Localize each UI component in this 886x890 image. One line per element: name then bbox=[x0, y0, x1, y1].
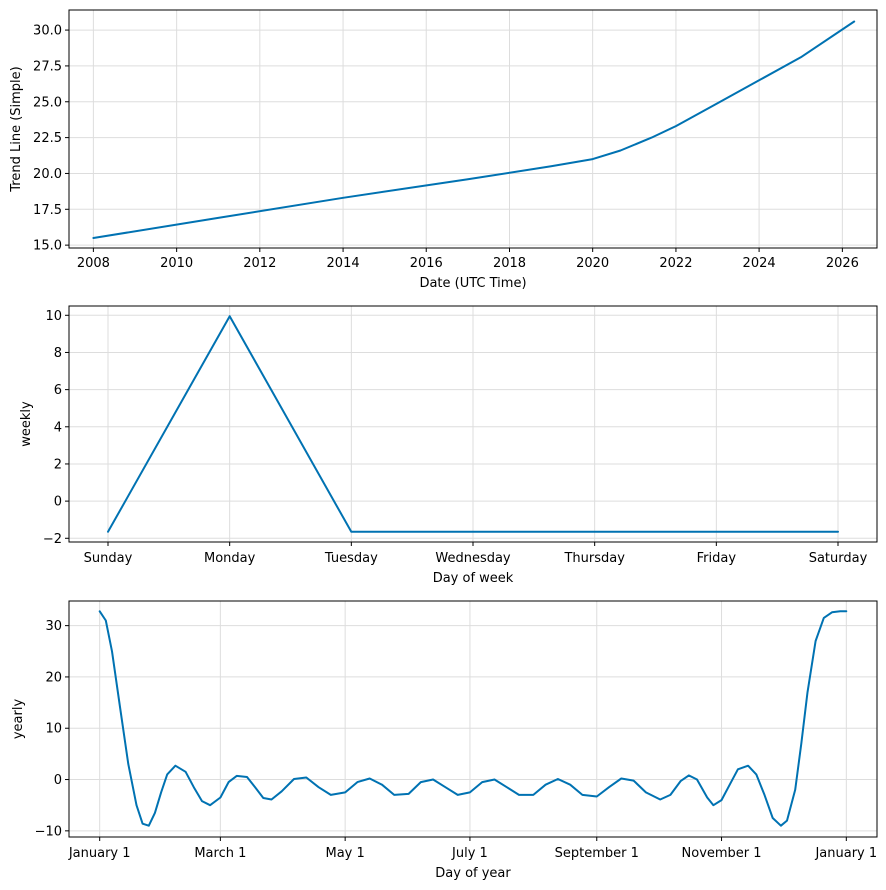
y-tick-label: 20 bbox=[45, 670, 62, 685]
y-tick-label: 17.5 bbox=[33, 203, 62, 218]
x-tick-label: January 1 bbox=[68, 846, 131, 861]
chart-panel-2: Sunday Monday Tuesday Wednesday Thursday Frid… bbox=[19, 305, 878, 586]
y-tick-label: 20.0 bbox=[33, 167, 62, 182]
y-axis-label: Trend Line (Simple) bbox=[9, 66, 24, 192]
y-tick-label: 15.0 bbox=[33, 239, 62, 254]
y-tick-label: 10 bbox=[45, 722, 62, 737]
x-tick-label: January 1 bbox=[814, 846, 877, 861]
x-tick-label: Monday bbox=[204, 551, 256, 566]
x-tick-label: 2026 bbox=[826, 256, 859, 271]
chart-panel-1: 2008 2010 2012 2014 2016 2018 2020 2022 2024 2026… bbox=[9, 9, 878, 291]
series-line bbox=[98, 610, 848, 827]
x-tick-label: 2014 bbox=[327, 256, 360, 271]
x-tick-label: Wednesday bbox=[435, 551, 511, 566]
series-line bbox=[107, 315, 839, 533]
x-tick-label: Saturday bbox=[809, 551, 868, 566]
y-tick-label: 27.5 bbox=[33, 59, 62, 74]
axes-frame bbox=[68, 600, 878, 838]
x-tick-label: Thursday bbox=[563, 551, 625, 566]
y-tick-label: 4 bbox=[54, 420, 62, 435]
x-axis-label: Day of year bbox=[435, 866, 511, 881]
x-tick-label: 2018 bbox=[493, 256, 526, 271]
x-tick-label: 2012 bbox=[243, 256, 276, 271]
y-tick-label: 8 bbox=[54, 346, 62, 361]
x-tick-label: 2008 bbox=[77, 256, 110, 271]
x-axis-label: Day of week bbox=[433, 571, 514, 586]
axes-frame bbox=[68, 9, 878, 249]
x-tick-label: May 1 bbox=[326, 846, 365, 861]
y-tick-label: 10 bbox=[45, 309, 62, 324]
x-tick-label: 2010 bbox=[160, 256, 193, 271]
x-tick-label: November 1 bbox=[682, 846, 762, 861]
x-axis-label: Date (UTC Time) bbox=[419, 276, 526, 291]
x-tick-label: March 1 bbox=[194, 846, 246, 861]
x-tick-label: Sunday bbox=[84, 551, 133, 566]
series-line bbox=[92, 20, 856, 239]
y-tick-label: 30 bbox=[45, 619, 62, 634]
y-axis-label: weekly bbox=[19, 401, 34, 447]
y-tick-label: −2 bbox=[43, 532, 62, 547]
x-tick-label: 2024 bbox=[743, 256, 776, 271]
y-tick-label: 6 bbox=[54, 383, 62, 398]
x-tick-label: Tuesday bbox=[324, 551, 378, 566]
y-tick-label: 25.0 bbox=[33, 95, 62, 110]
chart-panel-3: January 1 March 1 May 1 July 1 September 1 No… bbox=[11, 600, 878, 881]
y-tick-label: 2 bbox=[54, 457, 62, 472]
x-tick-label: 2020 bbox=[576, 256, 609, 271]
x-tick-label: July 1 bbox=[451, 846, 488, 861]
y-axis-label: yearly bbox=[11, 699, 26, 740]
y-tick-label: 30.0 bbox=[33, 24, 62, 39]
axes-frame bbox=[68, 305, 878, 543]
y-tick-label: 0 bbox=[54, 495, 62, 510]
x-tick-label: 2016 bbox=[410, 256, 443, 271]
x-tick-label: Friday bbox=[697, 551, 737, 566]
y-tick-label: 0 bbox=[54, 773, 62, 788]
x-tick-label: September 1 bbox=[555, 846, 639, 861]
y-tick-label: 22.5 bbox=[33, 131, 62, 146]
x-tick-label: 2022 bbox=[659, 256, 692, 271]
y-tick-label: −10 bbox=[35, 824, 62, 839]
